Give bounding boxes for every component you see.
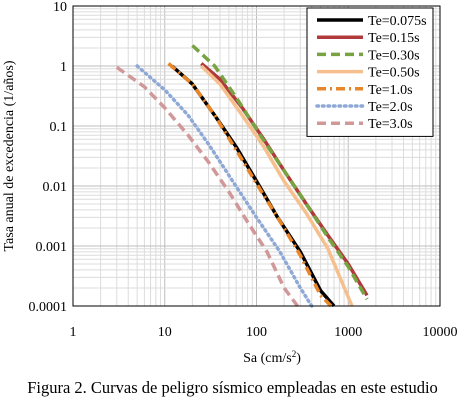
grid <box>72 6 440 307</box>
figure-caption: Figura 2. Curvas de peligro sísmico empl… <box>27 378 438 397</box>
y-tick-label: 0.001 <box>36 240 68 255</box>
series-lines <box>115 44 369 308</box>
x-tick-label: 1 <box>70 325 77 340</box>
legend-label-3: Te=0.30s <box>368 48 420 63</box>
series-line-6 <box>135 64 314 308</box>
y-tick-label: 0.0001 <box>29 300 68 315</box>
series-line-5 <box>167 62 333 308</box>
series-line-7 <box>115 65 299 308</box>
x-tick-label: 100 <box>246 325 267 340</box>
series-line-4 <box>200 64 354 307</box>
legend-label-2: Te=0.15s <box>368 31 420 46</box>
plot-frame <box>72 5 441 307</box>
x-axis-title: Sa (cm/s2) <box>243 349 301 366</box>
y-axis-title: Tasa anual de excedencia (1/años) <box>2 60 17 251</box>
hazard-chart: 1 10 100 1000 10000 10 1 0.1 0.01 0.001 0.0001 Sa … <box>2 0 458 366</box>
y-tick-label: 10 <box>53 0 67 15</box>
x-tick-label: 10000 <box>423 325 458 340</box>
series-line-3 <box>191 44 369 301</box>
legend-label-4: Te=0.50s <box>368 66 420 81</box>
y-tick-label: 1 <box>60 60 67 75</box>
x-tick-label: 1000 <box>334 325 362 340</box>
x-tick-label: 10 <box>158 325 172 340</box>
legend-label-7: Te=3.0s <box>368 117 413 132</box>
y-tick-label: 0.01 <box>43 180 68 195</box>
legend: Te=0.075s Te=0.15s Te=0.30s Te=0.50s Te=1.0s… <box>306 7 434 137</box>
legend-label-1: Te=0.075s <box>368 14 427 29</box>
tick-labels: 1 10 100 1000 10000 10 1 0.1 0.01 0.001 0.0001 <box>29 0 458 340</box>
legend-label-5: Te=1.0s <box>368 83 413 98</box>
legend-label-6: Te=2.0s <box>368 100 413 115</box>
y-tick-label: 0.1 <box>50 120 68 135</box>
